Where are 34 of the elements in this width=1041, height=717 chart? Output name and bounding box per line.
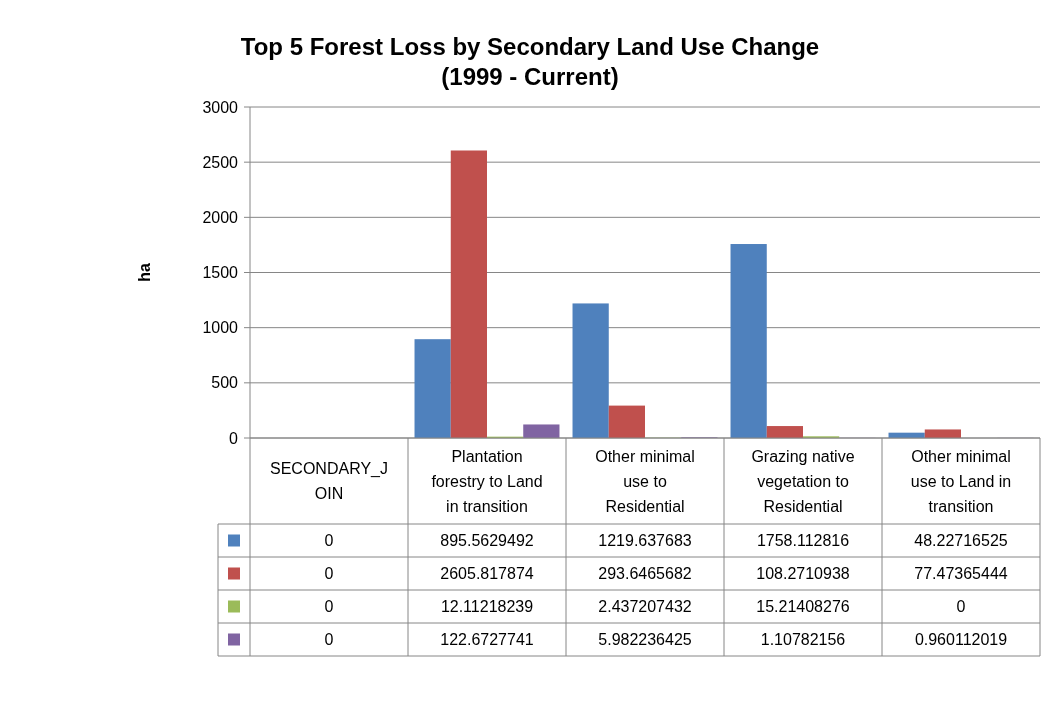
data-label: 5.982236425 [598, 631, 692, 649]
data-label: 122.6727741 [440, 631, 534, 649]
data-label: 0.960112019 [914, 631, 1008, 649]
y-tick-label: 500 [211, 374, 239, 392]
data-label: 293.6465682 [598, 565, 692, 583]
y-tick-label: 0 [229, 429, 239, 447]
data-label: 2.437207432 [598, 598, 692, 616]
y-tick-label: 2000 [202, 208, 239, 226]
y-tick-label: 1500 [202, 264, 239, 282]
data-label: 1219.637683 [598, 532, 692, 550]
y-tick-label: 3000 [202, 98, 239, 116]
data-label: 2605.817874 [440, 565, 534, 583]
data-label: 1.10782156 [760, 631, 846, 649]
chart-title: Top 5 Forest Loss by Secondary Land Use Change (1999 - Current) [240, 33, 820, 90]
data-label: 895.5629492 [440, 532, 534, 550]
y-tick-label: 1000 [202, 319, 239, 337]
y-axis-title: ha [136, 263, 153, 282]
data-label: 77.47365444 [914, 565, 1008, 583]
x-tick-label: Grazing native vegetation to Residential [751, 447, 855, 515]
data-label: 108.2710938 [756, 565, 850, 583]
x-tick-label: Other minimal use to Residential [595, 447, 695, 515]
y-tick-label: 2500 [202, 153, 239, 171]
data-label: 12.11218239 [440, 598, 534, 616]
data-label: 48.22716525 [914, 532, 1008, 550]
x-tick-label: Other minimal use to Land in transition [910, 447, 1012, 515]
data-label: 0 [324, 598, 334, 616]
data-label: 0 [324, 565, 334, 583]
data-label: 15.21408276 [756, 598, 850, 616]
x-tick-label: SECONDARY_JOIN [270, 460, 388, 503]
data-label: 0 [324, 631, 334, 649]
data-label: 0 [956, 598, 966, 616]
x-tick-label: Plantation forestry to Land in transition [431, 447, 543, 515]
data-label: 1758.112816 [756, 532, 850, 550]
data-label: 0 [324, 532, 334, 550]
